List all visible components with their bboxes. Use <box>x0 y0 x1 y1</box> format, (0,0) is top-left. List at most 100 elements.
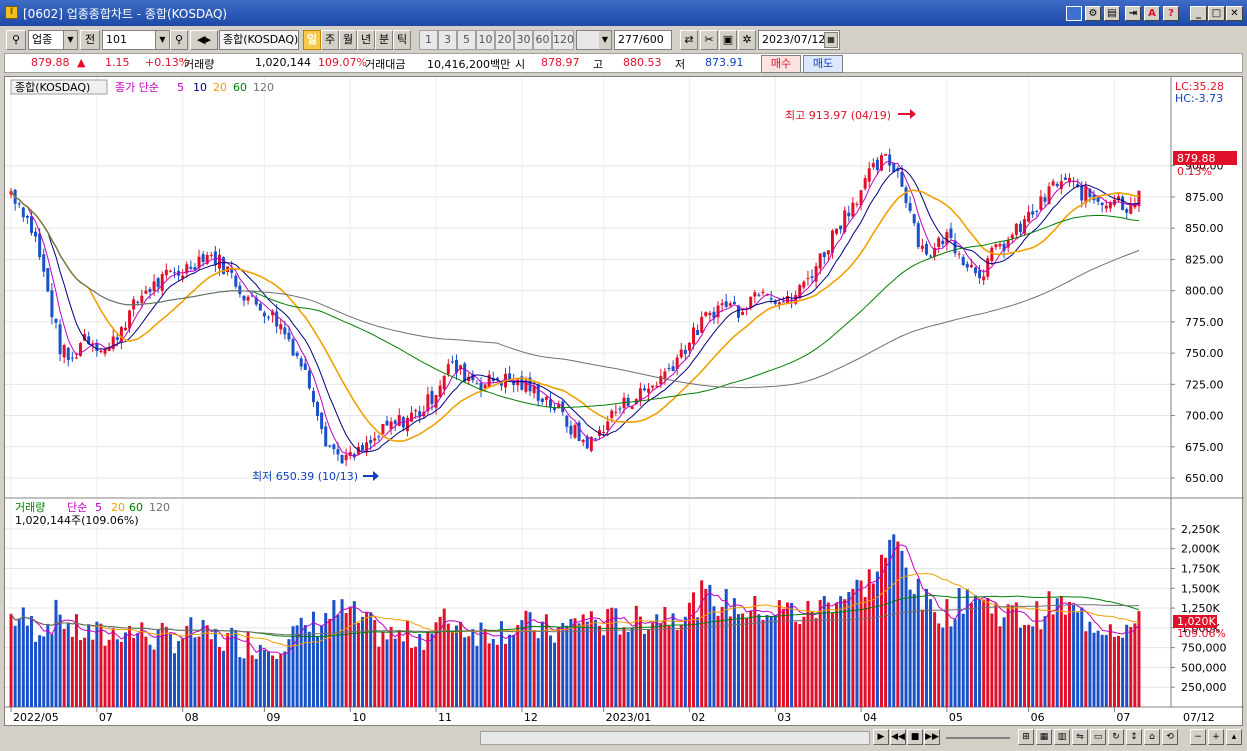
scrollbar-track[interactable] <box>480 731 870 745</box>
volume-bar <box>467 636 471 707</box>
period-tab[interactable]: 주 <box>321 30 339 50</box>
period-tab[interactable]: 월 <box>339 30 357 50</box>
volume-bar <box>716 615 720 707</box>
volume-bar <box>781 608 785 707</box>
layout-icon[interactable] <box>1066 6 1082 21</box>
rewind-icon[interactable]: ◀◀ <box>890 729 906 745</box>
volume-bar <box>99 623 103 707</box>
candle <box>565 415 569 427</box>
date-value: 2023/07/12 <box>762 33 826 46</box>
volume-bar <box>659 623 663 707</box>
interval-tab[interactable]: 120 <box>552 30 574 50</box>
volume-bar <box>957 588 961 707</box>
volume-bar <box>1096 630 1100 707</box>
volume-bar <box>160 622 164 707</box>
chart-type-icon[interactable]: ⊞ <box>1018 729 1034 745</box>
minimize-button[interactable]: _ <box>1190 6 1207 21</box>
market-select[interactable]: 업종 ▼ <box>28 30 78 50</box>
prev-button[interactable]: 전 <box>80 30 100 50</box>
reset-icon[interactable]: ⟲ <box>1162 729 1178 745</box>
candle <box>888 154 892 166</box>
candle <box>307 370 311 389</box>
low-annotation: 최저 650.39 (10/13) <box>252 470 358 483</box>
ma-line-20 <box>10 189 1140 442</box>
gear-icon[interactable]: ✲ <box>738 30 756 50</box>
date-field[interactable]: 2023/07/12 ▦ <box>758 30 840 50</box>
volume-bar <box>381 632 385 707</box>
volume-bar <box>283 651 287 707</box>
tools-icon[interactable]: ✂ <box>700 30 718 50</box>
candle <box>205 255 209 264</box>
volume-bar <box>843 599 847 707</box>
interval-tab[interactable]: 10 <box>476 30 495 50</box>
pin-icon[interactable]: ⚲ <box>6 30 26 50</box>
volume-bar <box>516 624 520 707</box>
period-tab[interactable]: 년 <box>357 30 375 50</box>
close-button[interactable]: ✕ <box>1226 6 1243 21</box>
sell-button[interactable]: 매도 <box>803 55 843 73</box>
interval-tab[interactable]: 30 <box>514 30 533 50</box>
calendar-icon[interactable]: ▦ <box>824 32 838 48</box>
interval-tab[interactable]: 5 <box>457 30 476 50</box>
save-icon[interactable]: ▣ <box>719 30 737 50</box>
count-field[interactable]: 277/600 <box>614 30 672 50</box>
zoom-in-icon[interactable]: + <box>1208 729 1224 745</box>
interval-tab[interactable]: 20 <box>495 30 514 50</box>
volume-bar <box>557 627 561 707</box>
compare-icon[interactable]: ⇋ <box>1072 729 1088 745</box>
interval-tab[interactable]: 1 <box>419 30 438 50</box>
bars-icon[interactable]: ▥ <box>1054 729 1070 745</box>
interval-tab[interactable]: 60 <box>533 30 552 50</box>
quote-high-label: 고 <box>593 58 604 71</box>
play-icon[interactable]: ▶ <box>873 729 889 745</box>
settings-icon[interactable]: ⚙ <box>1085 6 1101 21</box>
buy-button[interactable]: 매수 <box>761 55 801 73</box>
period-tab[interactable]: 분 <box>375 30 393 50</box>
chart-svg[interactable]: 900.00875.00850.00825.00800.00775.00750.… <box>5 77 1244 727</box>
candle <box>499 382 503 386</box>
refresh-icon[interactable]: ↻ <box>1108 729 1124 745</box>
candle <box>267 316 271 318</box>
candle <box>986 258 990 277</box>
volume-bar <box>123 632 127 707</box>
swap-icon[interactable]: ⇄ <box>680 30 698 50</box>
volume-bar <box>671 613 675 707</box>
candle <box>410 412 414 422</box>
candle <box>66 347 70 360</box>
candle <box>42 254 46 272</box>
alert-icon[interactable]: A <box>1144 6 1160 21</box>
candle <box>749 297 753 309</box>
ma5-label: 5 <box>177 81 184 94</box>
period-tab[interactable]: 일 <box>303 30 321 50</box>
print-icon[interactable]: ▤ <box>1104 6 1120 21</box>
period-tab[interactable]: 틱 <box>393 30 411 50</box>
link-icon[interactable]: ⇥ <box>1125 6 1141 21</box>
volume-bar <box>687 602 691 707</box>
interval-tab[interactable]: 3 <box>438 30 457 50</box>
zoom-out-icon[interactable]: − <box>1190 729 1206 745</box>
candle <box>352 454 356 458</box>
interval-input[interactable]: ▼ <box>576 30 612 50</box>
candles <box>9 148 1141 467</box>
lock-icon[interactable]: ⌂ <box>1144 729 1160 745</box>
volume-bar <box>479 622 483 707</box>
fast-forward-icon[interactable]: ▶▶ <box>924 729 940 745</box>
zoom-slider[interactable] <box>946 737 1010 739</box>
stop-icon[interactable]: ■ <box>907 729 923 745</box>
code-input[interactable]: 101 ▼ <box>102 30 170 50</box>
volume-bar <box>773 614 777 707</box>
volume-bar <box>675 629 679 707</box>
ruler-icon[interactable]: ▭ <box>1090 729 1106 745</box>
candle <box>271 311 275 316</box>
candle <box>1108 202 1112 209</box>
search-icon[interactable]: ⚲ <box>170 30 188 50</box>
chart-area[interactable]: 900.00 875.00 850.00 825.00 800.00 775.00 750.… <box>4 76 1244 727</box>
help-icon[interactable]: ? <box>1163 6 1179 21</box>
scroll-icon[interactable]: ↕ <box>1126 729 1142 745</box>
maximize-button[interactable]: □ <box>1208 6 1225 21</box>
volume-bar <box>610 607 614 707</box>
speaker-icon[interactable]: ◀▸ <box>190 30 218 50</box>
grid-icon[interactable]: ▦ <box>1036 729 1052 745</box>
collapse-icon[interactable]: ▴ <box>1226 729 1242 745</box>
